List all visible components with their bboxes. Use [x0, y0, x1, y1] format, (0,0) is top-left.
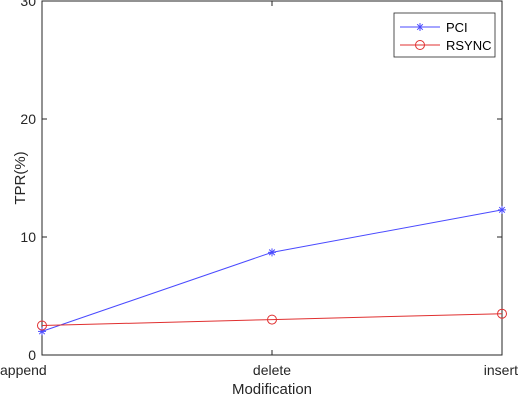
- series-line-rsync: [41, 313, 503, 326]
- y-tick-label: 10: [20, 229, 36, 245]
- data-point-pci: [498, 205, 506, 214]
- y-tick-label: 20: [20, 111, 36, 127]
- plot-area: [41, 0, 503, 356]
- data-point-pci: [268, 248, 276, 257]
- data-point-rsync: [37, 320, 47, 331]
- x-tick-label: delete: [253, 362, 291, 378]
- data-point-rsync: [267, 314, 277, 325]
- x-axis-title: Modification: [232, 381, 312, 398]
- legend: PCI RSYNC: [393, 12, 496, 58]
- legend-marker: [416, 23, 424, 31]
- series-layer: [37, 205, 507, 336]
- x-tick-label: insert: [484, 362, 518, 378]
- legend-entry-rsync: RSYNC: [400, 38, 492, 53]
- legend-label: RSYNC: [446, 38, 492, 53]
- data-point-rsync: [497, 308, 507, 319]
- x-axis-ticks: append delete insert: [0, 1, 518, 378]
- legend-label: PCI: [446, 20, 468, 35]
- y-tick-label: 30: [20, 0, 36, 9]
- legend-box: [393, 12, 496, 58]
- legend-entry-pci: PCI: [400, 20, 468, 35]
- x-tick-label: append: [0, 362, 47, 378]
- y-axis-title: TPR(%): [12, 151, 29, 204]
- y-tick-label: 0: [28, 347, 36, 363]
- y-axis-ticks: 0 10 20 30: [20, 0, 502, 363]
- legend-marker: [415, 40, 425, 50]
